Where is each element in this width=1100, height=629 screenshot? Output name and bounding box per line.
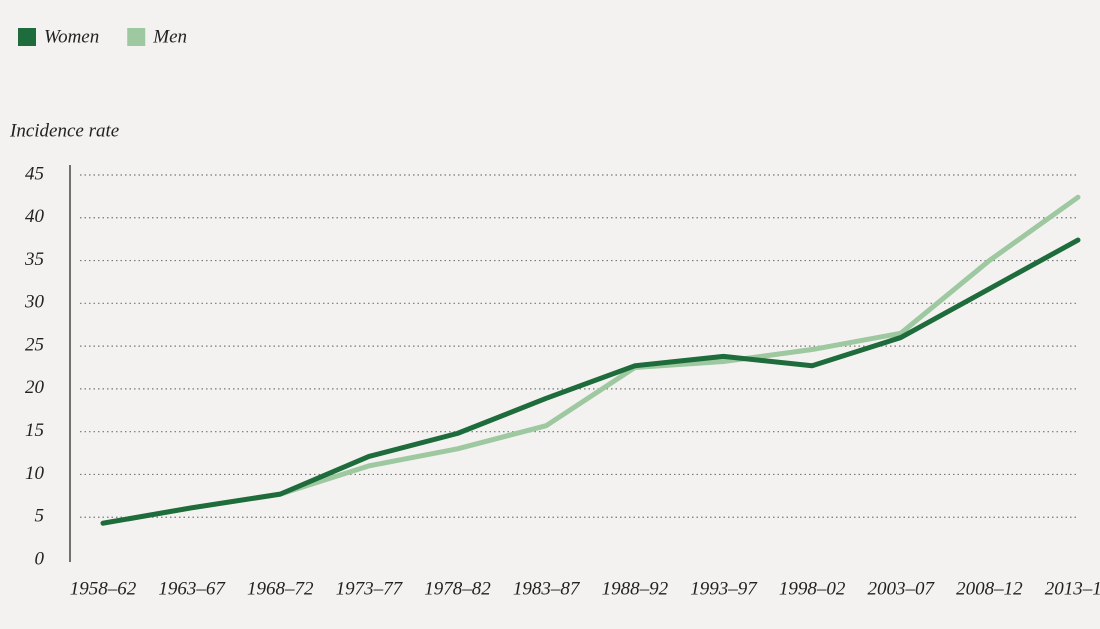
x-tick-label: 2003–07: [867, 578, 935, 599]
y-tick-label: 0: [35, 548, 45, 569]
y-tick-label: 35: [24, 249, 44, 270]
legend-swatch: [127, 28, 146, 46]
y-tick-label: 5: [35, 506, 45, 527]
y-tick-label: 45: [25, 163, 44, 184]
y-tick-label: 20: [25, 377, 45, 398]
x-tick-label: 2008–12: [956, 578, 1023, 599]
x-tick-label: 1963–67: [158, 578, 226, 599]
y-tick-label: 15: [25, 420, 44, 441]
x-tick-label: 1958–62: [70, 578, 137, 599]
x-tick-label: 1983–87: [513, 578, 581, 599]
x-tick-label: 1968–72: [247, 578, 314, 599]
x-tick-label: 2013–17: [1045, 578, 1100, 599]
y-tick-label: 30: [24, 292, 45, 313]
x-tick-label: 1973–77: [336, 578, 404, 599]
line-series: [100, 237, 1081, 526]
y-axis-label: Incidence rate: [9, 120, 119, 141]
y-tick-label: 25: [25, 334, 44, 355]
x-tick-label: 1998–02: [779, 578, 846, 599]
x-tick-label: 1988–92: [602, 578, 669, 599]
legend-label: Men: [152, 26, 187, 47]
x-tick-label: 1978–82: [424, 578, 491, 599]
legend-label: Women: [44, 26, 99, 47]
y-tick-label: 40: [25, 206, 45, 227]
legend-swatch: [18, 28, 36, 46]
x-tick-label: 1993–97: [690, 578, 758, 599]
y-tick-label: 10: [25, 463, 45, 484]
